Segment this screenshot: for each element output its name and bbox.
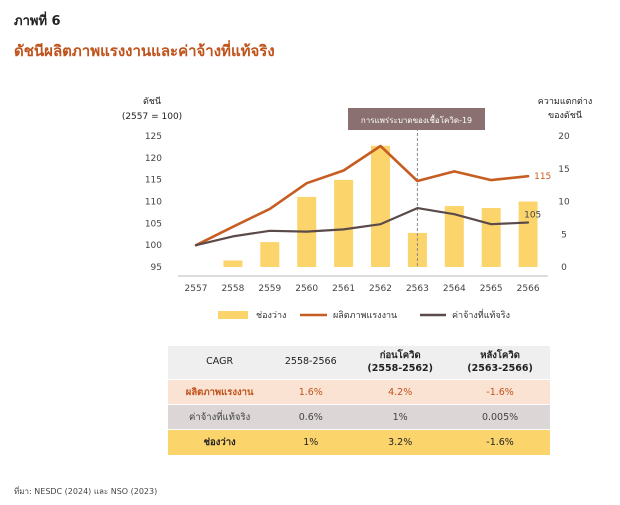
bar-gap-2558 [223, 260, 243, 267]
right-axis-subtitle: ของดัชนี [548, 110, 582, 121]
bar-gap-2565 [481, 208, 501, 267]
right-tick-label: 10 [558, 198, 570, 208]
chart: การแพร่ระบาดของเชื้อโควิด-19115105951001… [122, 96, 592, 321]
table-header-cell: 2558-2566 [271, 346, 351, 380]
table-row-gap: ช่องว่าง 1% 3.2% -1.6% [168, 429, 550, 456]
table-row-label: ช่องว่าง [168, 429, 272, 456]
bar-gap-2564 [444, 206, 464, 267]
right-tick-label: 20 [558, 132, 570, 142]
left-tick-label: 125 [145, 132, 162, 142]
x-tick-label-2557: 2557 [185, 284, 208, 294]
table-row-wage: ค่าจ้างที่แท้จริง 0.6% 1% 0.005% [168, 404, 550, 430]
bar-gap-2566 [518, 201, 538, 267]
left-tick-label: 100 [145, 241, 162, 251]
left-axis-title: ดัชนี [143, 96, 161, 107]
source-note: ที่มา: NESDC (2024) และ NSO (2023) [14, 487, 158, 496]
table-row-productivity: ผลิตภาพแรงงาน 1.6% 4.2% -1.6% [168, 379, 550, 405]
table-cell: 3.2% [350, 429, 451, 456]
table-cell: 0.6% [271, 404, 351, 430]
table-row-label: ผลิตภาพแรงงาน [168, 379, 272, 405]
table-cell: 4.2% [350, 379, 451, 405]
end-label-wage: 105 [524, 210, 541, 220]
bar-gap-2559 [260, 242, 280, 267]
x-tick-label-2565: 2565 [480, 284, 503, 294]
x-tick-label-2561: 2561 [332, 284, 355, 294]
table-header-row: CAGR 2558-2566 ก่อนโควิด (2558-2562) หลัง… [168, 346, 550, 380]
right-tick-label: 0 [561, 263, 567, 273]
left-axis-subtitle: (2557 = 100) [122, 112, 182, 122]
end-label-productivity: 115 [534, 172, 551, 182]
annotation-text: การแพร่ระบาดของเชื้อโควิด-19 [361, 114, 472, 125]
left-tick-label: 95 [151, 263, 162, 273]
table-cell: -1.6% [450, 429, 550, 456]
table-cell: 1.6% [271, 379, 351, 405]
right-tick-label: 15 [558, 165, 569, 175]
table-cell: 1% [271, 429, 351, 456]
left-tick-label: 105 [145, 219, 162, 229]
x-tick-label-2560: 2560 [295, 284, 318, 294]
table-cell: 0.005% [450, 404, 550, 430]
bar-gap-2561 [334, 179, 354, 267]
legend-label-gap: ช่องว่าง [256, 311, 286, 321]
chart-title: ดัชนีผลิตภาพแรงงานและค่าจ้างที่แท้จริง [14, 42, 275, 60]
annotation-box [348, 108, 485, 130]
left-tick-label: 120 [145, 154, 162, 164]
right-axis-title: ความแตกต่าง [538, 97, 592, 107]
table-row-label: ค่าจ้างที่แท้จริง [168, 404, 272, 430]
left-tick-label: 110 [145, 198, 162, 208]
line-productivity [194, 144, 530, 247]
cagr-table: CAGR 2558-2566 ก่อนโควิด (2558-2562) หลัง… [168, 346, 550, 456]
x-tick-label-2558: 2558 [221, 284, 244, 294]
x-tick-label-2566: 2566 [517, 284, 540, 294]
table-cell: -1.6% [450, 379, 550, 405]
x-tick-label-2562: 2562 [369, 284, 392, 294]
legend-label-wage: ค่าจ้างที่แท้จริง [452, 308, 510, 321]
legend-swatch-gap [218, 311, 248, 319]
table-header-cell: CAGR [168, 346, 272, 380]
x-tick-label-2559: 2559 [258, 284, 281, 294]
legend-label-productivity: ผลิตภาพแรงงาน [333, 310, 397, 321]
x-tick-label-2564: 2564 [443, 284, 466, 294]
line-wage [194, 207, 530, 247]
table-header-cell: ก่อนโควิด (2558-2562) [350, 346, 451, 380]
figure-label: ภาพที่ 6 [14, 14, 61, 29]
table-header-cell: หลังโควิด (2563-2566) [450, 346, 550, 380]
right-tick-label: 5 [561, 230, 567, 240]
x-tick-label-2563: 2563 [406, 284, 429, 294]
left-tick-label: 115 [145, 176, 162, 186]
table-cell: 1% [350, 404, 451, 430]
bar-gap-2562 [371, 145, 390, 267]
